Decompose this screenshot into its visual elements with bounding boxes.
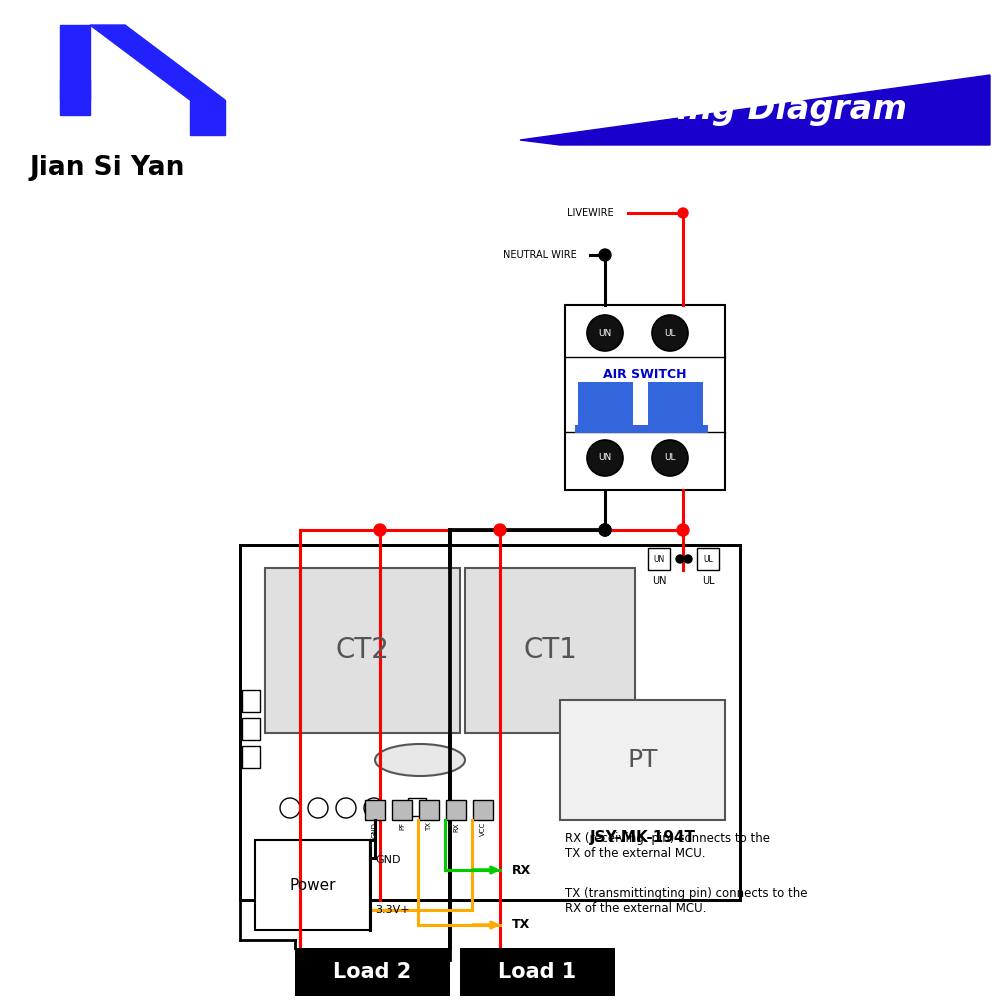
Bar <box>365 800 385 820</box>
Bar <box>648 382 703 427</box>
Circle shape <box>677 524 689 536</box>
Circle shape <box>678 208 688 218</box>
Bar <box>392 800 412 820</box>
Bar <box>565 305 725 490</box>
Circle shape <box>587 440 623 476</box>
Polygon shape <box>520 75 990 145</box>
Bar <box>60 25 90 100</box>
Bar <box>190 100 225 135</box>
Bar <box>446 800 466 820</box>
Circle shape <box>652 440 688 476</box>
Circle shape <box>364 798 384 818</box>
Circle shape <box>280 798 300 818</box>
Text: 3.3V+: 3.3V+ <box>375 905 410 915</box>
Bar <box>560 700 725 820</box>
Text: Wiring Diagram: Wiring Diagram <box>612 94 908 126</box>
Circle shape <box>599 524 611 536</box>
Circle shape <box>494 524 506 536</box>
Text: UL: UL <box>703 554 713 564</box>
Polygon shape <box>90 25 225 100</box>
Bar <box>240 545 740 900</box>
Bar <box>575 425 708 433</box>
Text: TX: TX <box>512 918 530 932</box>
Bar <box>419 800 439 820</box>
Bar <box>242 718 260 740</box>
Bar <box>697 548 719 570</box>
Text: AIR SWITCH: AIR SWITCH <box>603 368 687 381</box>
Bar <box>265 568 460 733</box>
Text: UN: UN <box>598 454 612 462</box>
Text: Power: Power <box>289 878 336 892</box>
Text: PF: PF <box>399 822 405 830</box>
Text: UN: UN <box>652 576 666 586</box>
Text: Load 1: Load 1 <box>498 962 576 982</box>
Text: RX: RX <box>453 822 459 832</box>
Bar <box>578 382 633 427</box>
Circle shape <box>652 315 688 351</box>
Bar <box>648 548 670 570</box>
Circle shape <box>676 555 684 563</box>
Bar <box>242 746 260 768</box>
Bar <box>473 800 493 820</box>
Text: CT2: CT2 <box>336 637 389 664</box>
Bar <box>295 948 450 996</box>
Circle shape <box>684 555 692 563</box>
Text: GND: GND <box>375 855 400 865</box>
Bar <box>460 948 615 996</box>
Text: TX: TX <box>426 822 432 831</box>
Text: Jian Si Yan: Jian Si Yan <box>30 155 185 181</box>
Text: UL: UL <box>664 454 676 462</box>
Circle shape <box>336 798 356 818</box>
Circle shape <box>599 249 611 261</box>
Text: RX (receiving  pin) connects to the
TX of the external MCU.: RX (receiving pin) connects to the TX of… <box>565 832 770 860</box>
Bar <box>255 840 370 930</box>
Text: UL: UL <box>702 576 714 586</box>
Text: UL: UL <box>664 328 676 338</box>
Bar <box>408 798 426 816</box>
Text: JSY-MK-194T: JSY-MK-194T <box>590 830 696 845</box>
Bar <box>242 690 260 712</box>
Text: TX (transmittingting pin) connects to the
RX of the external MCU.: TX (transmittingting pin) connects to th… <box>565 887 808 915</box>
Text: LIVEWIRE: LIVEWIRE <box>567 208 614 218</box>
Text: UN: UN <box>598 328 612 338</box>
Circle shape <box>599 524 611 536</box>
Bar <box>60 80 90 115</box>
Text: PT: PT <box>627 748 658 772</box>
Ellipse shape <box>375 744 465 776</box>
Text: CT1: CT1 <box>523 637 577 664</box>
Bar <box>465 568 635 733</box>
Text: VCC: VCC <box>480 822 486 836</box>
Text: Load 2: Load 2 <box>333 962 411 982</box>
Circle shape <box>587 315 623 351</box>
Text: NEUTRAL WIRE: NEUTRAL WIRE <box>503 250 577 260</box>
Text: GND: GND <box>372 822 378 838</box>
Circle shape <box>308 798 328 818</box>
Text: UN: UN <box>653 554 665 564</box>
Text: RX: RX <box>512 863 531 876</box>
Circle shape <box>374 524 386 536</box>
